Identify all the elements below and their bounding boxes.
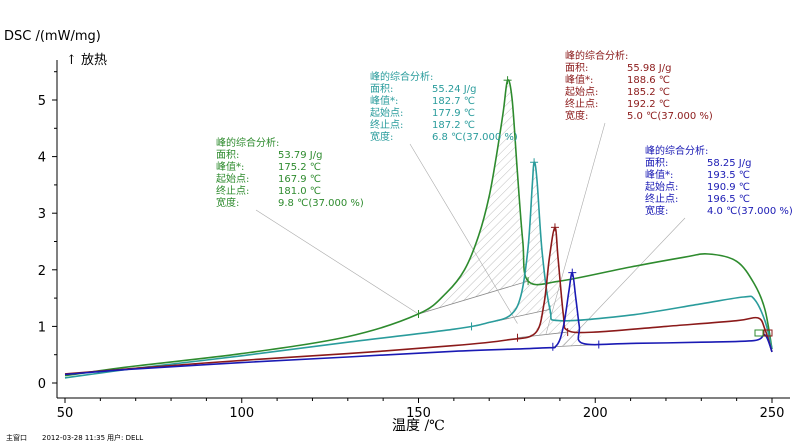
dsc-curve <box>64 79 773 377</box>
dsc-curve <box>64 226 773 375</box>
y-tick-label: 2 <box>38 264 46 279</box>
analysis-row-value: 193.5 ℃ <box>707 170 750 181</box>
analysis-row-label: 面积: <box>370 83 393 95</box>
analysis-row-label: 宽度: <box>216 196 239 209</box>
dsc-curves <box>64 79 773 379</box>
y-tick-label: 1 <box>38 320 46 335</box>
heat-direction-label: ↑ 放热 <box>66 53 107 68</box>
analysis-row-label: 峰值*: <box>565 73 593 86</box>
y-tick-label: 0 <box>38 377 46 392</box>
x-axis-label: 温度 /℃ <box>392 418 445 434</box>
analysis-row-value: 167.9 ℃ <box>278 174 321 185</box>
analysis-row-label: 终止点: <box>565 97 598 110</box>
analysis-row-value: 53.79 J/g <box>278 150 322 161</box>
footer-window: 主窗口 <box>6 433 27 442</box>
analysis-row-value: 9.8 ℃(37.000 %) <box>278 198 364 209</box>
y-axis-label: DSC /(mW/mg) <box>4 29 101 44</box>
analysis-row-value: 4.0 ℃(37.000 %) <box>707 206 793 217</box>
dsc-curve <box>64 161 773 379</box>
peak-baseline <box>418 280 529 315</box>
axes <box>56 60 790 399</box>
analysis-row-value: 182.7 ℃ <box>432 96 475 107</box>
analysis-row-label: 起始点: <box>370 106 403 119</box>
peak-area-hatch <box>418 80 529 314</box>
analysis-row-label: 峰值*: <box>370 94 398 107</box>
analysis-row-label: 起始点: <box>216 172 249 185</box>
analysis-row-value: 175.2 ℃ <box>278 162 321 173</box>
analysis-title: 峰的综合分析: <box>645 144 708 157</box>
analysis-row-value: 190.9 ℃ <box>707 182 750 193</box>
analysis-row-label: 起始点: <box>565 85 598 98</box>
analysis-row-value: 55.24 J/g <box>432 84 476 95</box>
analysis-title: 峰的综合分析: <box>370 70 433 83</box>
annotation-leader-lines <box>255 122 686 346</box>
end-marker <box>763 329 773 337</box>
analysis-row-value: 187.2 ℃ <box>432 120 475 131</box>
y-tick-label: 3 <box>38 207 46 222</box>
analysis-row-value: 58.25 J/g <box>707 158 751 169</box>
analysis-row-value: 188.6 ℃ <box>627 75 670 86</box>
analysis-row-label: 宽度: <box>565 109 588 122</box>
x-tick-label: 100 <box>229 406 254 421</box>
annotation-leader <box>409 143 518 324</box>
x-tick-label: 250 <box>760 406 785 421</box>
analysis-row-label: 峰值*: <box>645 168 673 181</box>
end-marker <box>754 329 764 337</box>
analysis-row-value: 55.98 J/g <box>627 63 671 74</box>
annotation-leader <box>255 209 419 315</box>
footer-datetime: 2012-03-28 11:35 <box>42 434 105 442</box>
peak-baseline <box>517 331 568 339</box>
analysis-row-value: 181.0 ℃ <box>278 186 321 197</box>
analysis-row-label: 终止点: <box>645 192 678 205</box>
analysis-row-label: 宽度: <box>370 130 393 143</box>
axis-ticks: 50 100 150 200 250 0 1 2 3 4 5 <box>38 71 785 421</box>
peak-area-hatch <box>471 162 550 327</box>
analysis-row-label: 起始点: <box>645 180 678 193</box>
analysis-row-value: 185.2 ℃ <box>627 87 670 98</box>
footer-user: 用户: DELL <box>107 433 143 442</box>
analysis-title: 峰的综合分析: <box>216 136 279 149</box>
peak-area-hatch <box>517 227 568 338</box>
peak-markers <box>418 76 773 351</box>
analysis-title: 峰的综合分析: <box>565 49 628 62</box>
analysis-row-label: 面积: <box>565 62 588 74</box>
analysis-row-label: 终止点: <box>370 118 403 131</box>
analysis-row-label: 面积: <box>645 157 668 169</box>
analysis-row-label: 面积: <box>216 149 239 161</box>
y-tick-label: 4 <box>38 151 46 166</box>
analysis-row-value: 5.0 ℃(37.000 %) <box>627 111 713 122</box>
analysis-row-label: 峰值*: <box>216 160 244 173</box>
analysis-row-value: 192.2 ℃ <box>627 99 670 110</box>
analysis-row-value: 6.8 ℃(37.000 %) <box>432 132 518 143</box>
annotation-leader <box>545 122 606 335</box>
x-tick-label: 50 <box>57 406 74 421</box>
analysis-row-label: 终止点: <box>216 184 249 197</box>
dsc-curve <box>64 271 773 376</box>
x-tick-label: 150 <box>406 406 431 421</box>
analysis-row-value: 196.5 ℃ <box>707 194 750 205</box>
x-tick-label: 200 <box>583 406 608 421</box>
analysis-row-label: 宽度: <box>645 204 668 217</box>
y-tick-label: 5 <box>38 94 46 109</box>
analysis-row-value: 177.9 ℃ <box>432 108 475 119</box>
annotation-leader <box>563 217 686 346</box>
